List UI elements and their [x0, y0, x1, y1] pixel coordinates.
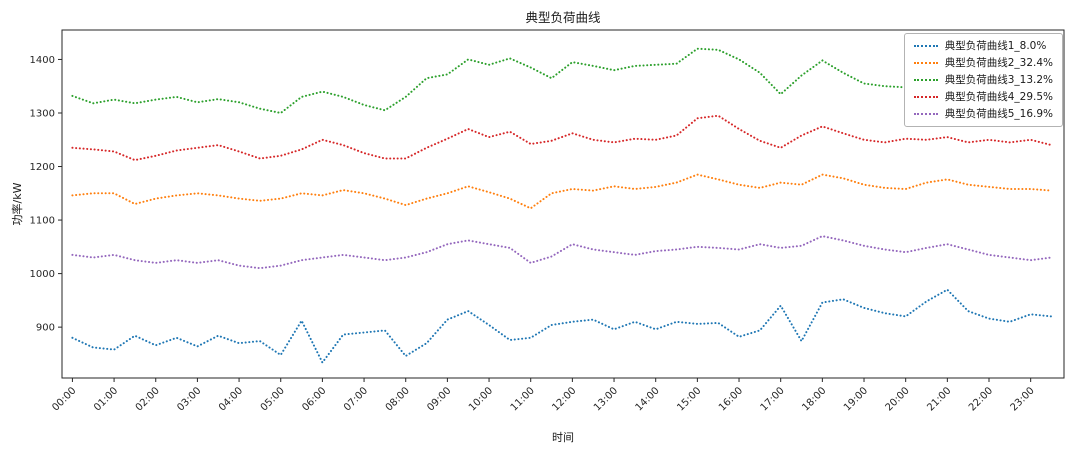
- legend-item: 典型负荷曲线1_8.0%: [913, 39, 1053, 53]
- legend: 典型负荷曲线1_8.0% 典型负荷曲线2_32.4% 典型负荷曲线3_13.2% 典型…: [903, 33, 1063, 127]
- x-tick-label: 13:00: [592, 385, 620, 413]
- x-tick-label: 18:00: [800, 385, 828, 413]
- legend-label: 典型负荷曲线2_32.4%: [944, 57, 1053, 69]
- x-tick-label: 09:00: [425, 385, 453, 413]
- legend-label: 典型负荷曲线4_29.5%: [944, 91, 1053, 103]
- series-line: [71, 47, 1053, 115]
- legend-item: 典型负荷曲线4_29.5%: [913, 90, 1053, 104]
- x-tick-label: 10:00: [467, 385, 495, 413]
- legend-label: 典型负荷曲线5_16.9%: [944, 108, 1053, 120]
- legend-line-sample: [913, 45, 938, 47]
- y-tick-label: 1000: [30, 269, 55, 280]
- x-tick-label: 03:00: [175, 385, 203, 413]
- legend-line-sample: [913, 62, 938, 64]
- legend-line-sample: [913, 113, 938, 115]
- y-tick-label: 900: [36, 323, 55, 334]
- legend-line-sample: [913, 79, 938, 81]
- y-tick-label: 1200: [30, 162, 55, 173]
- x-axis-label: 时间: [552, 431, 574, 444]
- series-line: [71, 173, 1053, 210]
- legend-label: 典型负荷曲线1_8.0%: [944, 40, 1047, 52]
- y-tick-label: 1400: [30, 55, 55, 66]
- x-tick-label: 17:00: [759, 385, 787, 413]
- x-tick-label: 15:00: [675, 385, 703, 413]
- series-line: [71, 288, 1053, 365]
- plot-frame: [61, 29, 1065, 379]
- chart-title: 典型负荷曲线: [525, 10, 601, 25]
- x-tick-label: 08:00: [384, 385, 412, 413]
- x-tick-label: 19:00: [842, 385, 870, 413]
- legend-line-sample: [913, 96, 938, 98]
- x-tick-label: 22:00: [967, 385, 995, 413]
- x-tick-label: 20:00: [884, 385, 912, 413]
- x-tick-label: 14:00: [634, 385, 662, 413]
- y-tick-label: 1300: [30, 108, 55, 119]
- legend-item: 典型负荷曲线2_32.4%: [913, 56, 1053, 70]
- x-tick-label: 02:00: [134, 385, 162, 413]
- legend-item: 典型负荷曲线5_16.9%: [913, 107, 1053, 121]
- x-tick-label: 21:00: [925, 385, 953, 413]
- x-tick-label: 23:00: [1009, 385, 1037, 413]
- x-tick-label: 12:00: [550, 385, 578, 413]
- y-tick-label: 1100: [30, 216, 55, 227]
- series-line: [71, 235, 1053, 270]
- x-tick-label: 07:00: [342, 385, 370, 413]
- x-tick-label: 11:00: [509, 385, 537, 413]
- series-line: [71, 114, 1053, 162]
- x-tick-label: 05:00: [259, 385, 287, 413]
- x-tick-label: 06:00: [300, 385, 328, 413]
- legend-item: 典型负荷曲线3_13.2%: [913, 73, 1053, 87]
- x-tick-label: 16:00: [717, 385, 745, 413]
- x-tick-label: 04:00: [217, 385, 245, 413]
- x-tick-label: 00:00: [50, 385, 78, 413]
- legend-label: 典型负荷曲线3_13.2%: [944, 74, 1053, 86]
- x-tick-label: 01:00: [92, 385, 120, 413]
